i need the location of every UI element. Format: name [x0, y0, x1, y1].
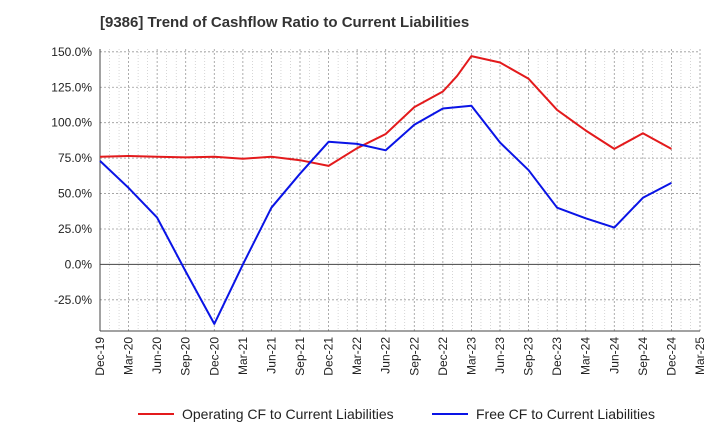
x-tick-label: Sep-23 — [522, 337, 536, 376]
x-tick-label: Jun-24 — [607, 337, 621, 374]
x-tick-label: Mar-22 — [350, 337, 364, 375]
series-line-2 — [99, 104, 672, 325]
chart-title: [9386] Trend of Cashflow Ratio to Curren… — [100, 14, 470, 31]
x-tick-label: Sep-24 — [636, 337, 650, 376]
x-axis-tick-labels: Dec-19 Mar-20 Jun-20 Sep-20 Dec-20 Mar-21 Jun-… — [93, 337, 707, 376]
y-tick-label: 125.0% — [51, 80, 92, 94]
grid-lines — [99, 49, 701, 331]
x-tick-label: Jun-20 — [150, 337, 164, 374]
y-tick-label: 0.0% — [65, 257, 93, 271]
x-tick-label: Dec-20 — [207, 337, 221, 376]
y-axis-tick-labels: 150.0% 125.0% 100.0% 75.0% 50.0% 25.0% 0.0% -25… — [51, 45, 92, 307]
legend-label: Free CF to Current Liabilities — [476, 406, 655, 422]
x-tick-label: Dec-19 — [93, 337, 107, 376]
y-tick-label: -25.0% — [54, 293, 92, 307]
x-tick-label: Mar-23 — [464, 337, 478, 375]
y-tick-label: 100.0% — [51, 116, 92, 130]
y-tick-label: 25.0% — [58, 222, 92, 236]
x-tick-label: Dec-24 — [664, 337, 678, 376]
x-tick-label: Sep-21 — [293, 337, 307, 376]
legend: Operating CF to Current Liabilities Free … — [138, 406, 655, 422]
y-tick-label: 150.0% — [51, 45, 92, 59]
x-tick-label: Dec-22 — [436, 337, 450, 376]
x-tick-label: Mar-21 — [236, 337, 250, 375]
legend-label: Operating CF to Current Liabilities — [182, 406, 394, 422]
x-tick-label: Mar-25 — [693, 337, 707, 375]
x-tick-label: Mar-24 — [579, 337, 593, 375]
series-lines — [99, 55, 672, 325]
x-tick-label: Sep-22 — [407, 337, 421, 376]
x-tick-label: Jun-22 — [379, 337, 393, 374]
x-tick-label: Jun-21 — [264, 337, 278, 374]
x-tick-label: Dec-21 — [322, 337, 336, 376]
x-tick-label: Sep-20 — [179, 337, 193, 376]
y-tick-label: 75.0% — [58, 151, 92, 165]
axes — [99, 49, 700, 332]
x-tick-label: Mar-20 — [122, 337, 136, 375]
x-tick-label: Dec-23 — [550, 337, 564, 376]
x-tick-label: Jun-23 — [493, 337, 507, 374]
y-tick-label: 50.0% — [58, 187, 92, 201]
series-line-1 — [99, 55, 672, 167]
